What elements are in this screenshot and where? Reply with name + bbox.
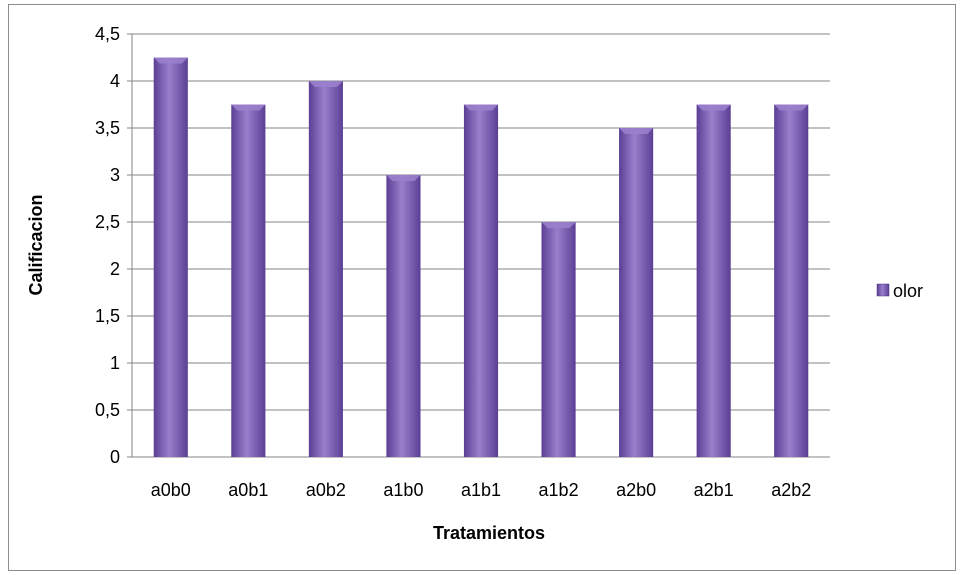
y-tick-labels: 0 0,5 1 1,5 2 2,5 3 3,5 4 4,5 (95, 24, 120, 467)
y-tick-label: 4,5 (95, 24, 120, 44)
bar-top-a0b2 (308, 81, 343, 87)
x-tick-labels: a0b0 a0b1 a0b2 a1b0 a1b1 a1b2 a2b0 a2b1 a2b2 (151, 480, 811, 500)
legend-swatch-olor (876, 283, 890, 297)
bar-a2b1 (696, 104, 731, 457)
x-tick-label: a1b0 (383, 480, 423, 500)
bar-a1b2 (541, 222, 576, 457)
bar-a0b1 (231, 104, 266, 457)
y-axis-title: Calificacion (26, 194, 46, 295)
x-tick-label: a0b1 (228, 480, 268, 500)
y-tick-label: 1 (110, 353, 120, 373)
y-tick-label: 3 (110, 165, 120, 185)
bar-a1b1 (463, 104, 499, 457)
bar-top-a1b2 (541, 222, 576, 228)
bar-a0b0 (153, 57, 188, 457)
y-tick-label: 0 (110, 447, 120, 467)
x-tick-label: a1b2 (539, 480, 579, 500)
bar-top-a2b0 (619, 128, 654, 134)
bar-top-a0b1 (231, 104, 266, 111)
bar-a2b0 (619, 128, 654, 457)
x-tick-label: a2b1 (694, 480, 734, 500)
y-tick-label: 2 (110, 259, 120, 279)
bar-a1b0 (386, 175, 421, 457)
bar-top-a1b0 (386, 175, 421, 181)
y-tick-label: 1,5 (95, 306, 120, 326)
x-tick-label: a2b0 (616, 480, 656, 500)
legend-label-olor: olor (893, 281, 923, 301)
bar-top-a0b0 (153, 57, 188, 64)
bar-top-a1b1 (463, 104, 499, 111)
x-tick-label: a1b1 (461, 480, 501, 500)
bar-a0b2 (308, 81, 343, 457)
y-tick-label: 2,5 (95, 212, 120, 232)
bars (153, 57, 809, 457)
bar-a2b2 (774, 104, 809, 457)
y-tick-label: 4 (110, 71, 120, 91)
y-tick-label: 3,5 (95, 118, 120, 138)
y-tick-label: 0,5 (95, 400, 120, 420)
x-tick-label: a0b0 (151, 480, 191, 500)
x-tick-label: a2b2 (771, 480, 811, 500)
legend: olor (876, 281, 923, 301)
x-axis-title: Tratamientos (433, 523, 545, 543)
x-tick-label: a0b2 (306, 480, 346, 500)
bar-top-a2b1 (696, 104, 731, 111)
bar-top-a2b2 (774, 104, 809, 111)
